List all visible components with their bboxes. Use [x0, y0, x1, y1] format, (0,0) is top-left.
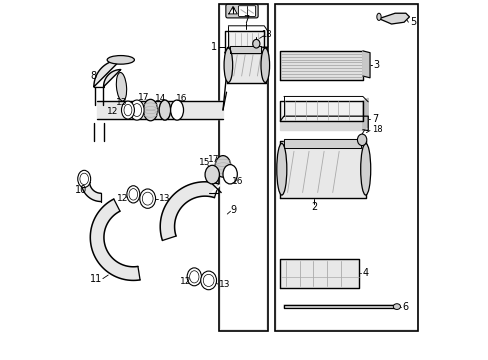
- Polygon shape: [228, 31, 264, 53]
- Ellipse shape: [252, 40, 260, 48]
- Ellipse shape: [121, 101, 134, 119]
- Text: 5: 5: [409, 17, 416, 27]
- Polygon shape: [94, 60, 121, 87]
- Ellipse shape: [140, 189, 155, 208]
- Ellipse shape: [360, 143, 370, 195]
- Ellipse shape: [261, 48, 269, 82]
- Ellipse shape: [107, 55, 134, 64]
- Polygon shape: [160, 182, 219, 240]
- Polygon shape: [90, 199, 140, 280]
- Text: 15: 15: [199, 158, 210, 167]
- Text: 7: 7: [243, 15, 249, 26]
- Ellipse shape: [132, 104, 142, 117]
- Polygon shape: [224, 53, 264, 63]
- Bar: [219, 4, 267, 330]
- Ellipse shape: [392, 304, 400, 310]
- Ellipse shape: [80, 173, 88, 185]
- Polygon shape: [280, 121, 362, 130]
- Polygon shape: [362, 98, 367, 130]
- Text: 13: 13: [218, 280, 230, 289]
- Text: 9: 9: [229, 206, 236, 216]
- Text: 18: 18: [371, 125, 382, 134]
- Ellipse shape: [203, 274, 214, 287]
- Text: 14: 14: [154, 94, 165, 103]
- Ellipse shape: [223, 165, 237, 184]
- Ellipse shape: [201, 271, 216, 290]
- Ellipse shape: [276, 143, 286, 195]
- Polygon shape: [284, 305, 394, 308]
- Ellipse shape: [187, 268, 201, 286]
- Text: 1: 1: [210, 42, 217, 52]
- Polygon shape: [230, 45, 260, 53]
- Ellipse shape: [129, 189, 137, 200]
- Text: 12: 12: [117, 194, 128, 203]
- Polygon shape: [280, 51, 362, 80]
- Polygon shape: [264, 47, 267, 63]
- Bar: [276, 6, 416, 329]
- Text: 4: 4: [362, 268, 368, 278]
- Ellipse shape: [143, 99, 158, 121]
- Text: 3: 3: [373, 60, 379, 70]
- Ellipse shape: [159, 100, 170, 120]
- Polygon shape: [81, 182, 101, 202]
- Text: 16: 16: [231, 177, 243, 186]
- Text: 12: 12: [179, 276, 191, 285]
- Ellipse shape: [78, 170, 90, 188]
- Ellipse shape: [204, 165, 219, 184]
- Text: 12: 12: [107, 107, 118, 116]
- Ellipse shape: [376, 13, 380, 21]
- Polygon shape: [362, 51, 369, 78]
- Text: 17: 17: [137, 93, 149, 102]
- Bar: [274, 4, 418, 330]
- Polygon shape: [228, 6, 237, 14]
- Polygon shape: [280, 101, 362, 121]
- Text: 11: 11: [90, 274, 102, 284]
- Ellipse shape: [142, 192, 153, 205]
- Ellipse shape: [224, 48, 232, 82]
- Ellipse shape: [189, 271, 199, 283]
- Ellipse shape: [357, 134, 366, 145]
- Text: 16: 16: [176, 94, 187, 103]
- Text: 10: 10: [75, 185, 87, 195]
- Polygon shape: [378, 13, 408, 24]
- Ellipse shape: [215, 156, 230, 177]
- Polygon shape: [284, 139, 360, 148]
- Text: 7: 7: [371, 114, 378, 124]
- Ellipse shape: [170, 100, 183, 120]
- Ellipse shape: [126, 186, 140, 203]
- Bar: [221, 6, 265, 329]
- Text: 13: 13: [159, 194, 170, 203]
- Ellipse shape: [124, 104, 132, 116]
- Text: 6: 6: [402, 302, 407, 312]
- Text: 18: 18: [260, 30, 271, 39]
- Text: 13: 13: [116, 98, 128, 107]
- Ellipse shape: [129, 100, 144, 120]
- Text: 8: 8: [90, 71, 96, 81]
- Polygon shape: [226, 47, 265, 83]
- Ellipse shape: [116, 72, 126, 101]
- Polygon shape: [279, 140, 366, 198]
- Polygon shape: [280, 259, 359, 288]
- FancyBboxPatch shape: [238, 6, 255, 17]
- Text: 2: 2: [311, 202, 317, 212]
- Polygon shape: [97, 101, 223, 119]
- Text: 17: 17: [208, 155, 219, 164]
- FancyBboxPatch shape: [225, 4, 258, 18]
